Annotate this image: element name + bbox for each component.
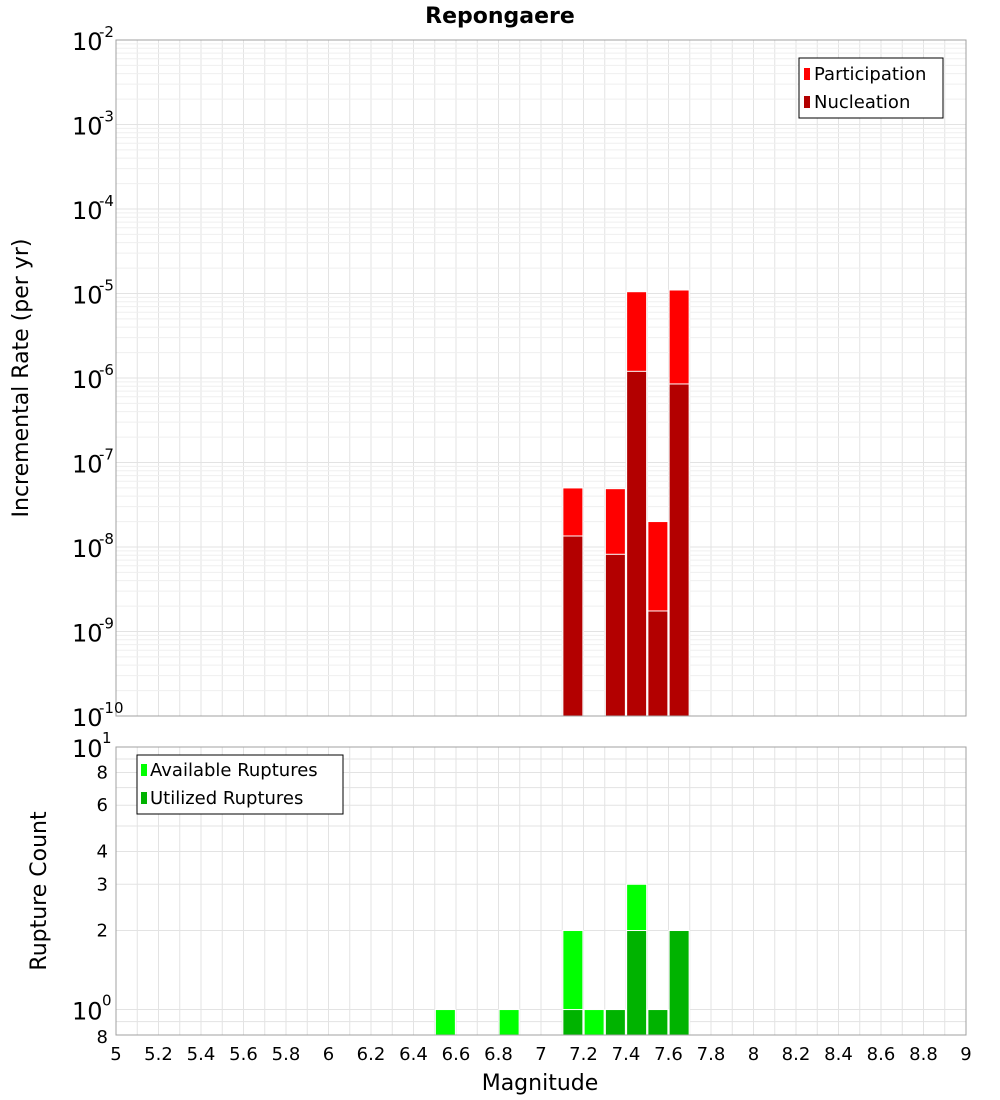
count-y-tick-exponent: 0 [102, 992, 112, 1010]
magnitude-x-tick-label: 5.2 [144, 1044, 173, 1065]
count-bar-utilized-ruptures [626, 930, 648, 1036]
rate-y-tick-exponent: -3 [99, 108, 114, 126]
count-y-axis-label: Rupture Count [27, 811, 52, 971]
magnitude-x-tick-label: 8.2 [782, 1044, 811, 1065]
count-bars [434, 883, 690, 1036]
count-bar-utilized-ruptures [604, 1009, 626, 1036]
count-y-tick-label: 8 [97, 762, 108, 783]
utilized-ruptures-legend-label: Utilized Ruptures [150, 788, 303, 809]
rate-y-tick-label: 10 [72, 28, 103, 56]
count-y-tick-label: 3 [97, 874, 108, 895]
rate-y-axis-label: Incremental Rate (per yr) [9, 239, 34, 518]
rate-y-tick-exponent: -9 [99, 615, 114, 633]
magnitude-x-tick-label: 5.4 [187, 1044, 216, 1065]
magnitude-x-tick-label: 7 [535, 1044, 546, 1065]
rate-y-tick-exponent: -7 [99, 446, 114, 464]
count-bar-available-ruptures [434, 1009, 456, 1036]
magnitude-x-tick-label: 7.8 [697, 1044, 726, 1065]
rate-plot-frame [115, 39, 967, 717]
rate-grid [115, 40, 967, 717]
rate-bar-nucleation [668, 383, 690, 717]
rate-y-tick-label: 10 [72, 535, 103, 563]
rate-bar-nucleation [626, 370, 648, 717]
utilized-ruptures-legend-swatch [141, 792, 147, 804]
rate-bar-nucleation [604, 553, 626, 717]
magnitude-x-tick-label: 5 [110, 1044, 121, 1065]
count-y-tick-label: 10 [72, 735, 103, 763]
magnitude-x-tick-label: 6 [323, 1044, 334, 1065]
rate-y-tick-exponent: -8 [99, 530, 114, 548]
rate-bars [562, 289, 690, 717]
magnitude-x-tick-label: 6.4 [399, 1044, 428, 1065]
count-legend-box [136, 754, 344, 815]
magnitude-x-tick-label: 6.8 [484, 1044, 513, 1065]
magnitude-x-tick-label: 7.4 [612, 1044, 641, 1065]
rate-y-tick-exponent: -6 [99, 361, 114, 379]
nucleation-legend-label: Nucleation [814, 92, 910, 113]
rate-y-tick-exponent: -2 [99, 23, 114, 41]
participation-legend-label: Participation [814, 64, 926, 85]
count-y-tick-label: 2 [97, 921, 108, 942]
participation-legend-swatch [804, 68, 810, 80]
magnitude-x-axis-label: Magnitude [482, 1071, 599, 1096]
count-bar-utilized-ruptures [647, 1009, 669, 1036]
magnitude-x-tick-label: 9 [960, 1044, 971, 1065]
magnitude-x-tick-label: 6.6 [442, 1044, 471, 1065]
rate-y-tick-label: 10 [72, 451, 103, 479]
rate-y-tick-label: 10 [72, 704, 103, 732]
rate-y-tick-exponent: -5 [99, 277, 114, 295]
rate-legend: Participation Nucleation [798, 57, 944, 119]
count-plot-frame [115, 746, 967, 1036]
chart-title: Repongaere [425, 4, 575, 29]
available-ruptures-legend-swatch [141, 764, 147, 776]
magnitude-x-tick-label: 8 [748, 1044, 759, 1065]
count-bar-available-ruptures [583, 1009, 605, 1036]
count-y-tick-label: 8 [97, 1027, 108, 1048]
rate-bar-nucleation [562, 535, 584, 717]
magnitude-x-tick-label: 7.6 [654, 1044, 683, 1065]
magnitude-x-ticks: 5 5.2 5.4 5.6 5.8 6 6.2 6.4 6.6 6.8 7 7.2 7.4 7.6 7.8 8… [110, 1044, 971, 1065]
magnitude-x-tick-label: 7.2 [569, 1044, 598, 1065]
count-y-tick-exponent: 1 [102, 729, 112, 747]
magnitude-x-tick-label: 5.8 [272, 1044, 301, 1065]
count-bar-utilized-ruptures [668, 930, 690, 1036]
magnitude-x-tick-label: 8.6 [867, 1044, 896, 1065]
rate-y-tick-label: 10 [72, 113, 103, 141]
count-bar-available-ruptures [498, 1009, 520, 1036]
rate-y-tick-label: 10 [72, 366, 103, 394]
count-bar-utilized-ruptures [562, 1009, 584, 1036]
magnitude-x-tick-label: 8.8 [909, 1044, 938, 1065]
rate-bar-nucleation [647, 610, 669, 717]
rate-y-tick-label: 10 [72, 282, 103, 310]
available-ruptures-legend-label: Available Ruptures [150, 760, 318, 781]
rate-y-tick-label: 10 [72, 620, 103, 648]
rate-legend-box [798, 57, 944, 119]
magnitude-x-tick-label: 5.6 [229, 1044, 258, 1065]
nucleation-legend-swatch [804, 96, 810, 108]
count-y-tick-label: 4 [97, 841, 108, 862]
rate-y-tick-exponent: -10 [99, 699, 124, 717]
count-y-tick-label: 10 [72, 998, 103, 1026]
count-legend: Available Ruptures Utilized Ruptures [136, 754, 344, 815]
magnitude-x-tick-label: 8.4 [824, 1044, 853, 1065]
magnitude-x-tick-label: 6.2 [357, 1044, 386, 1065]
rate-y-tick-exponent: -4 [99, 192, 114, 210]
count-y-tick-label: 6 [97, 795, 108, 816]
rate-y-tick-label: 10 [72, 197, 103, 225]
